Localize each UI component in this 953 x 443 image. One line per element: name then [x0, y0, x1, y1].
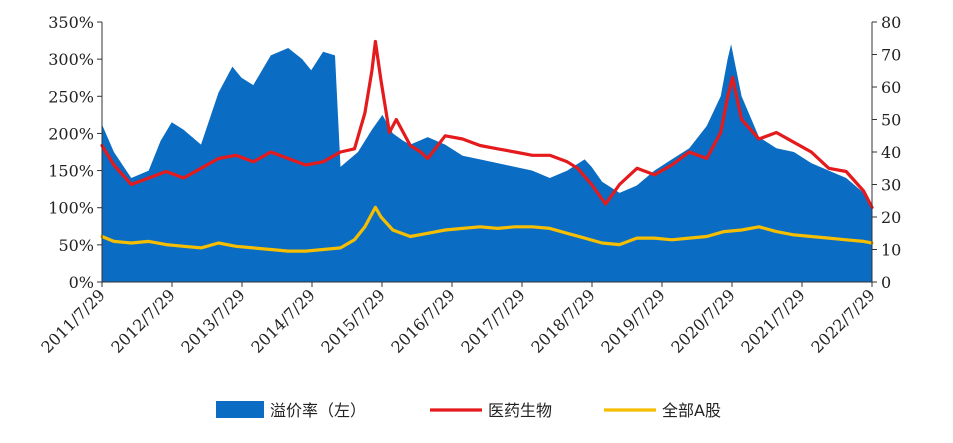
right-tick-label: 0	[881, 273, 891, 292]
x-tick-label: 2020/7/29	[667, 285, 738, 356]
x-tick-label: 2011/7/29	[37, 285, 108, 356]
x-tick-label: 2019/7/29	[597, 285, 668, 356]
right-tick-label: 10	[881, 241, 901, 260]
left-tick-label: 200%	[48, 124, 94, 143]
premium-area	[102, 44, 872, 282]
legend: 溢价率（左） 医药生物 全部A股	[216, 401, 721, 420]
left-tick-label: 50%	[58, 236, 94, 255]
left-tick-label: 100%	[48, 199, 94, 218]
legend-swatch-premium	[216, 401, 264, 418]
right-tick-label: 30	[881, 176, 901, 195]
left-tick-label: 350%	[48, 13, 94, 32]
right-tick-label: 60	[881, 78, 901, 97]
x-tick-label: 2021/7/29	[737, 285, 808, 356]
x-tick-label: 2016/7/29	[387, 285, 458, 356]
premium-area-layer	[102, 44, 872, 282]
right-tick-label: 80	[881, 13, 901, 32]
right-tick-label: 70	[881, 46, 901, 65]
left-tick-label: 250%	[48, 87, 94, 106]
legend-item-premium-label: 溢价率（左）	[270, 401, 366, 420]
x-tick-label: 2015/7/29	[317, 285, 388, 356]
x-tick-label: 2022/7/29	[807, 285, 878, 356]
x-tick-label: 2017/7/29	[457, 285, 528, 356]
legend-item-all-a-label: 全部A股	[662, 401, 721, 420]
right-tick-label: 20	[881, 208, 901, 227]
x-tick-label: 2014/7/29	[247, 285, 318, 356]
x-tick-label: 2018/7/29	[527, 285, 598, 356]
left-tick-label: 150%	[48, 162, 94, 181]
all-a-share-line	[100, 205, 874, 253]
left-tick-label: 300%	[48, 50, 94, 69]
left-tick-label: 0%	[69, 273, 94, 292]
x-tick-label: 2013/7/29	[177, 285, 248, 356]
right-tick-label: 50	[881, 111, 901, 130]
right-tick-label: 40	[881, 143, 901, 162]
line-layer	[100, 39, 874, 253]
pharma-line	[100, 39, 874, 209]
x-tick-label: 2012/7/29	[107, 285, 178, 356]
legend-item-pharma-label: 医药生物	[488, 401, 552, 420]
